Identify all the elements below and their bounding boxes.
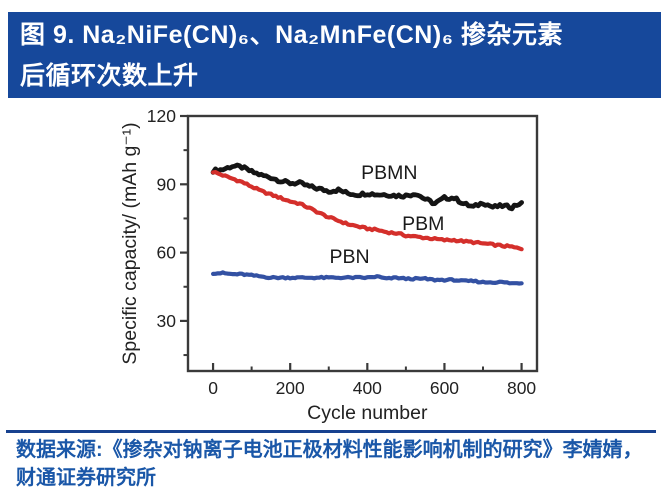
figure-title-bar: 图 9. Na₂NiFe(CN)₆、Na₂MnFe(CN)₆ 掺杂元素 后循环次… [8, 12, 661, 98]
footer-divider [6, 430, 656, 433]
chart-area: PBMN PBM PBN 0 200 400 600 800 Cycle number 30 60 9… [100, 98, 570, 430]
y-tick-label: 60 [157, 243, 177, 263]
y-tick-label: 30 [157, 311, 177, 331]
y-tick-label: 120 [147, 106, 176, 126]
plot-frame [186, 114, 539, 373]
x-tick-label: 600 [430, 378, 459, 398]
series-pbm-label: PBM [402, 213, 444, 235]
series-pbm-curve [211, 170, 524, 252]
figure-title-line-1: 图 9. Na₂NiFe(CN)₆、Na₂MnFe(CN)₆ 掺杂元素 [20, 21, 563, 49]
data-source-note: 数据来源:《掺杂对钠离子电池正极材料性能影响机制的研究》李婧婧， 财通证券研究所 [16, 436, 656, 492]
y-axis: 30 60 90 120 Specific capacity/ (mAh g⁻¹) [119, 106, 188, 365]
data-series-group: PBMN PBM PBN [210, 162, 524, 286]
x-tick-label: 0 [208, 378, 218, 398]
x-axis-title: Cycle number [307, 402, 428, 424]
cycle-capacity-chart: PBMN PBM PBN 0 200 400 600 800 Cycle number 30 60 9… [119, 106, 539, 424]
figure-title-line-2: 后循环次数上升 [20, 62, 199, 90]
series-pbmn-curve [210, 162, 524, 212]
y-axis-title: Specific capacity/ (mAh g⁻¹) [119, 122, 141, 364]
x-tick-label: 200 [276, 378, 305, 398]
x-tick-label: 400 [353, 378, 382, 398]
series-pbn-curve [211, 270, 524, 286]
series-pbn-label: PBN [330, 246, 370, 268]
data-source-line-2: 财通证券研究所 [16, 467, 156, 489]
x-tick-label: 800 [507, 378, 536, 398]
x-axis: 0 200 400 600 800 Cycle number [208, 363, 536, 424]
y-tick-label: 90 [157, 174, 177, 194]
series-pbmn-label: PBMN [361, 162, 417, 184]
data-source-line-1: 数据来源:《掺杂对钠离子电池正极材料性能影响机制的研究》李婧婧， [16, 439, 643, 461]
